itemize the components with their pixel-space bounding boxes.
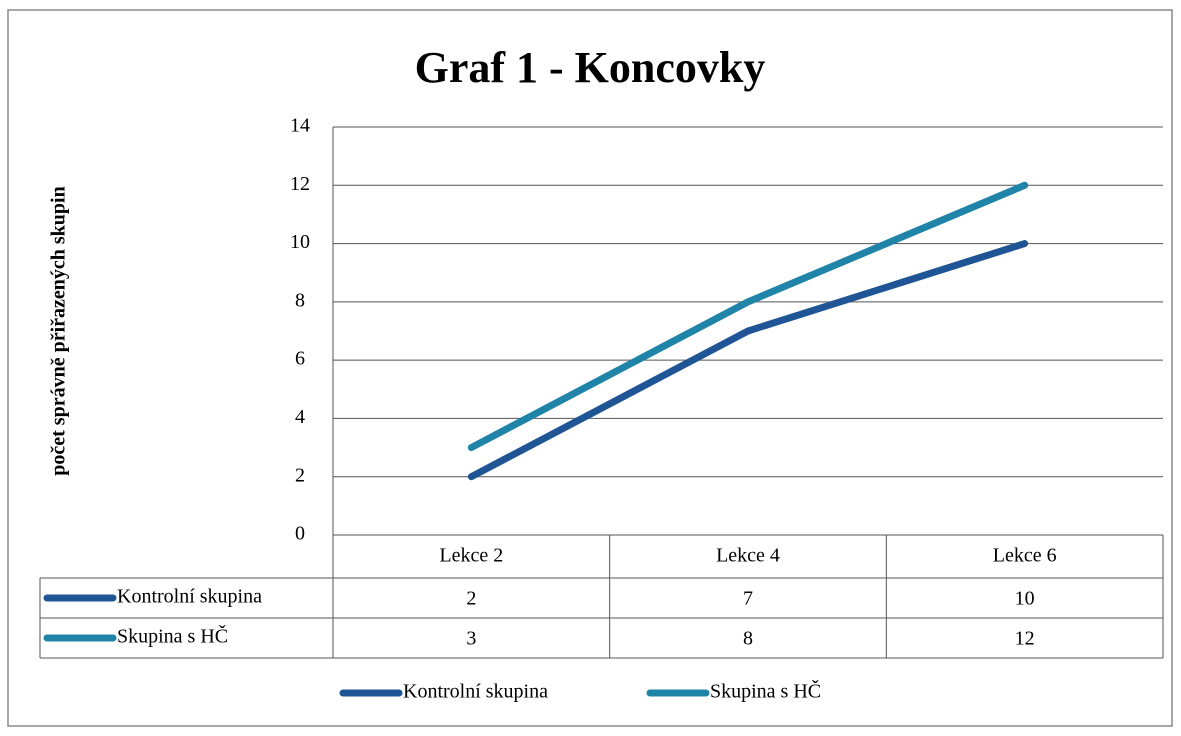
legend-label: Kontrolní skupina <box>403 681 548 703</box>
table-value: 3 <box>466 628 476 650</box>
y-tick-label: 2 <box>295 464 305 486</box>
x-tick-label: Lekce 2 <box>439 545 503 567</box>
series-line <box>467 181 1029 452</box>
series-line <box>467 240 1029 481</box>
legend-label: Skupina s HČ <box>710 679 821 703</box>
table-value: 12 <box>1015 628 1035 650</box>
table-value: 10 <box>1015 588 1035 610</box>
y-tick-label: 6 <box>295 348 305 370</box>
table-value: 2 <box>466 588 476 610</box>
y-tick-label: 10 <box>290 231 310 253</box>
y-axis-label: počet správně přiřazených skupin <box>48 186 70 475</box>
chart-title: Graf 1 - Koncovky <box>415 43 766 92</box>
y-tick-label: 12 <box>290 173 310 195</box>
y-tick-label: 0 <box>295 523 305 545</box>
table-value: 7 <box>743 588 753 610</box>
y-tick-label: 4 <box>295 406 305 428</box>
x-tick-label: Lekce 6 <box>993 545 1057 567</box>
table-series-name: Kontrolní skupina <box>117 586 262 608</box>
table-value: 8 <box>743 628 753 650</box>
x-tick-label: Lekce 4 <box>716 545 780 567</box>
table-series-name: Skupina s HČ <box>117 624 228 648</box>
chart-frame <box>7 9 1173 727</box>
y-tick-label: 14 <box>290 115 310 137</box>
y-tick-label: 8 <box>295 289 305 311</box>
